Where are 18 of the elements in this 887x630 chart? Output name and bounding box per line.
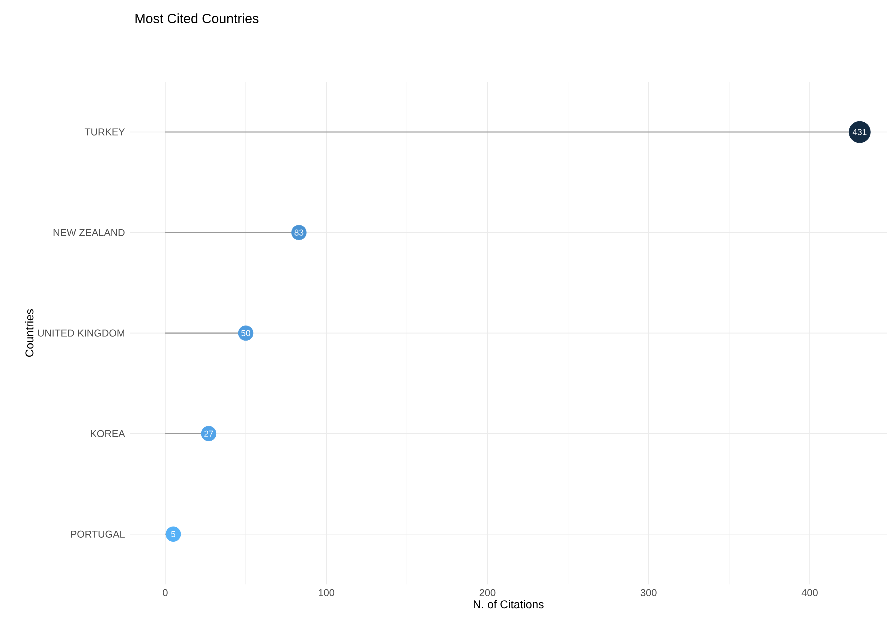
y-tick-label: KOREA xyxy=(91,430,126,438)
data-label: 27 xyxy=(204,430,214,437)
x-tick-label: 300 xyxy=(640,589,657,596)
x-tick-label: 100 xyxy=(319,589,335,596)
x-tick-label: 400 xyxy=(802,589,818,596)
x-tick-label: 0 xyxy=(163,589,168,596)
y-axis-title: Countries xyxy=(25,310,34,357)
chart-title: Most Cited Countries xyxy=(136,14,259,24)
y-tick-label: NEW ZEALAND xyxy=(54,229,125,236)
x-axis-title: N. of Citations xyxy=(474,600,544,609)
data-label: 50 xyxy=(242,330,250,336)
y-tick-label: TURKEY xyxy=(84,128,126,136)
data-label: 431 xyxy=(852,129,867,136)
y-tick-label: PORTUGAL xyxy=(71,530,125,538)
data-label: 83 xyxy=(294,230,304,236)
x-tick-label: 200 xyxy=(480,589,496,596)
data-label: 5 xyxy=(171,531,176,538)
y-tick-label: UNITED KINGDOM xyxy=(38,330,124,337)
